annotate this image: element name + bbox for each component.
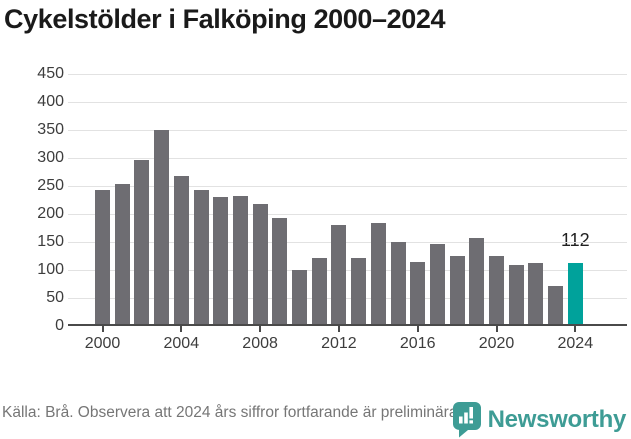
- bar-2006: [213, 196, 229, 326]
- bar-2017: [429, 243, 445, 326]
- gridline-250: [68, 186, 627, 188]
- x-axis-label-2012: 2012: [321, 335, 357, 352]
- y-axis-label-100: 100: [37, 261, 64, 279]
- y-axis-label-250: 250: [37, 177, 64, 195]
- bar-chart-plot-area: 112 0 50 100 150 200 250 300 350 400 450 2000 2004 2…: [37, 65, 627, 352]
- x-axis-tick-2024: [574, 326, 577, 332]
- gridline-450: [68, 74, 627, 76]
- bar-2020: [489, 256, 504, 326]
- gridline-200: [68, 214, 627, 216]
- y-axis-label-400: 400: [37, 93, 64, 111]
- source-note: Källa: Brå. Observera att 2024 års siffr…: [2, 404, 462, 421]
- y-axis-label-0: 0: [55, 317, 64, 334]
- bar-2010: [292, 269, 307, 326]
- bar-2007: [232, 196, 248, 326]
- x-axis-label-2016: 2016: [399, 335, 436, 352]
- x-axis-line: [68, 324, 627, 326]
- bar-2008: [252, 203, 268, 326]
- bar-2001: [114, 183, 130, 326]
- gridline-50: [68, 298, 627, 299]
- gridline-100: [68, 270, 627, 272]
- newsworthy-speech-bubble-chart-icon: [452, 401, 482, 438]
- bar-2002: [134, 160, 150, 326]
- newsworthy-logo: Newsworthy: [452, 401, 626, 438]
- x-axis-tick-2008: [259, 326, 262, 332]
- bar-2014: [370, 223, 386, 326]
- bar-2019: [469, 237, 485, 326]
- gridline-350: [68, 130, 627, 132]
- y-axis-label-200: 200: [37, 205, 64, 223]
- bar-2021: [508, 264, 524, 326]
- y-axis-label-350: 350: [37, 121, 64, 139]
- bar-2012: [331, 224, 347, 326]
- y-axis-label-300: 300: [37, 149, 64, 167]
- bar-2022: [528, 263, 544, 326]
- x-axis-label-2020: 2020: [478, 335, 515, 352]
- y-axis-label-150: 150: [37, 233, 64, 251]
- newsworthy-logo-text: Newsworthy: [487, 405, 627, 433]
- x-axis-tick-2012: [337, 326, 340, 332]
- x-axis-label-2024: 2024: [557, 335, 594, 352]
- bar-2005: [193, 189, 209, 326]
- x-axis-tick-2020: [495, 326, 498, 332]
- bar-2003: [154, 130, 170, 326]
- y-axis-label-50: 50: [46, 289, 64, 306]
- x-axis-label-2004: 2004: [163, 335, 200, 352]
- bar-2015: [390, 242, 406, 326]
- bar-2004: [173, 176, 189, 326]
- gridline-300: [68, 158, 627, 160]
- gridline-150: [68, 242, 627, 244]
- x-axis-label-2008: 2008: [242, 335, 278, 352]
- chart-title: Cykelstölder i Falköping 2000–2024: [4, 4, 446, 34]
- bar-2009: [272, 218, 288, 326]
- bar-2018: [449, 256, 465, 326]
- bar-2013: [351, 257, 367, 326]
- x-axis-tick-2000: [101, 326, 104, 332]
- bar-2011: [311, 257, 327, 326]
- x-axis-tick-2004: [180, 326, 183, 332]
- bar-2016: [410, 262, 426, 326]
- x-axis-label-2000: 2000: [84, 335, 121, 352]
- y-axis-label-450: 450: [37, 65, 64, 83]
- highlight-value-label: 112: [560, 230, 590, 251]
- bar-2000: [95, 190, 110, 326]
- x-axis-tick-2016: [416, 326, 419, 332]
- bar-2023: [548, 286, 564, 326]
- bar-2024: [567, 263, 583, 326]
- gridline-400: [68, 102, 627, 104]
